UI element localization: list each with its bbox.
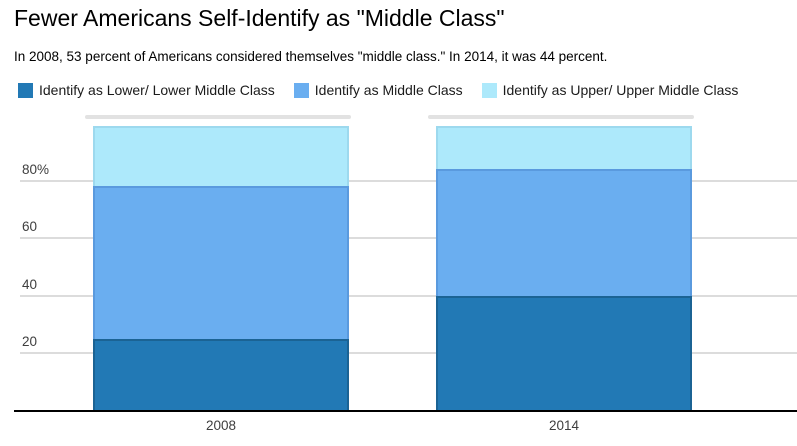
bar-segment <box>93 186 349 339</box>
legend-swatch-lower-icon <box>18 82 33 98</box>
legend-item-upper: Identify as Upper/ Upper Middle Class <box>481 82 739 98</box>
chart-area: 20 40 60 80% 2008 2014 <box>0 112 797 446</box>
page-title: Fewer Americans Self-Identify as "Middle… <box>14 5 505 31</box>
legend-item-lower: Identify as Lower/ Lower Middle Class <box>18 82 275 98</box>
gridline <box>20 352 797 355</box>
bar-segment <box>436 295 692 411</box>
y-axis-tick-label: 80% <box>22 161 50 177</box>
legend-swatch-upper-icon <box>481 82 497 98</box>
legend: Identify as Lower/ Lower Middle Class Id… <box>18 82 738 98</box>
bar-segment <box>93 125 349 187</box>
legend-swatch-middle-icon <box>293 82 309 98</box>
x-axis-tick-label: 2008 <box>205 418 237 433</box>
x-axis-baseline <box>14 410 797 412</box>
bar-segment <box>93 339 349 411</box>
bar-segment <box>436 169 692 296</box>
bar-segment <box>436 125 692 170</box>
bar-shadow <box>428 114 694 119</box>
gridline <box>20 294 797 297</box>
legend-label-lower: Identify as Lower/ Lower Middle Class <box>39 82 275 98</box>
chart-subtitle: In 2008, 53 percent of Americans conside… <box>14 49 608 64</box>
y-axis-tick-label: 60 <box>22 219 38 235</box>
y-axis-tick-label: 20 <box>22 334 38 350</box>
legend-label-upper: Identify as Upper/ Upper Middle Class <box>502 82 739 98</box>
legend-label-middle: Identify as Middle Class <box>314 82 463 98</box>
y-axis-tick-label: 40 <box>22 276 38 292</box>
gridline <box>20 237 797 240</box>
gridline <box>20 179 797 182</box>
legend-item-middle: Identify as Middle Class <box>293 82 463 98</box>
x-axis-tick-label: 2014 <box>548 418 580 433</box>
bar-shadow <box>85 114 351 119</box>
